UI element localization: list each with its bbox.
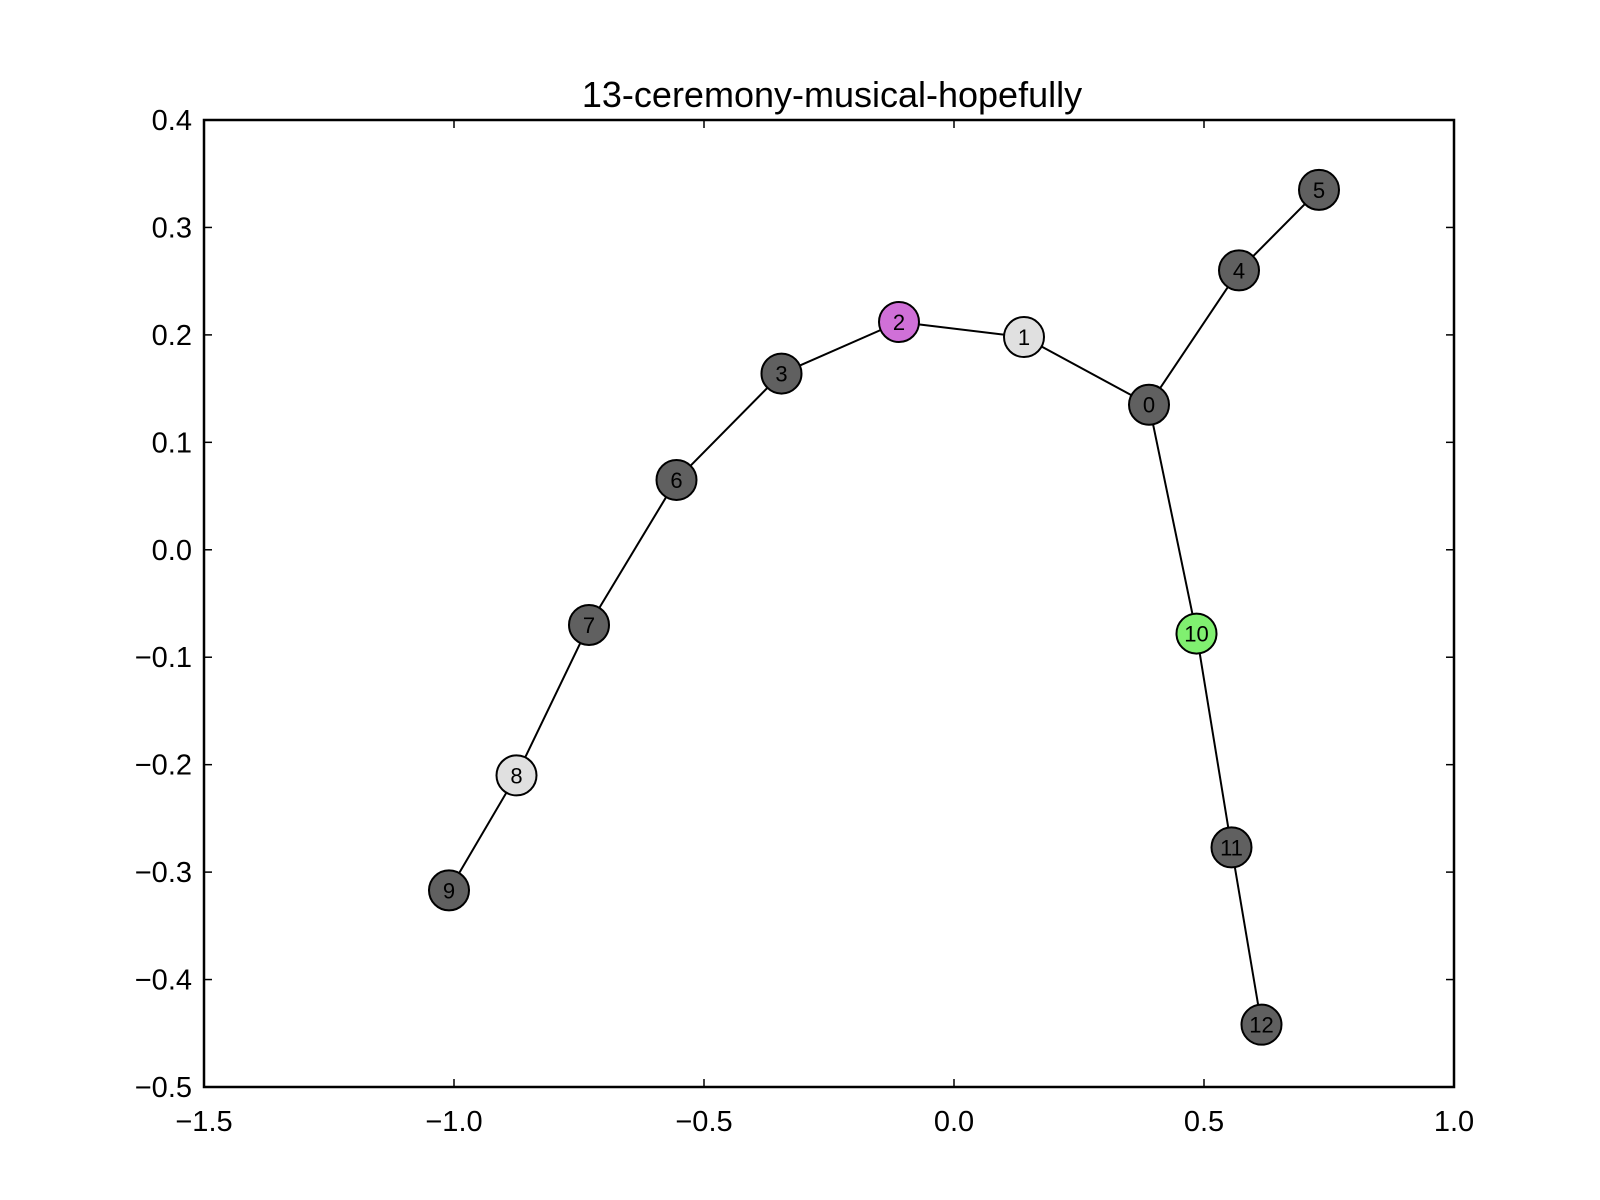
y-tick-label: −0.2 — [135, 750, 192, 782]
node-marker — [1240, 1003, 1283, 1046]
graph-edge-9-8 — [448, 774, 518, 891]
y-tick-label: −0.3 — [135, 857, 192, 889]
node-label: 1 — [1018, 325, 1030, 350]
x-tick-label: −1.5 — [175, 1106, 232, 1138]
node-marker — [760, 352, 803, 395]
node-label: 5 — [1313, 178, 1325, 203]
node-marker — [1128, 383, 1170, 426]
node-label: 2 — [893, 310, 905, 335]
graph-edge-8-7 — [515, 624, 590, 776]
graph-node-12: 12 — [1240, 1003, 1283, 1046]
graph-edge-0-10 — [1148, 404, 1198, 634]
node-marker — [1210, 826, 1253, 869]
y-tick-label: −0.1 — [135, 642, 192, 674]
graph-edge-3-2 — [781, 321, 900, 375]
y-tick-label: 0.0 — [152, 535, 192, 567]
node-marker — [495, 754, 538, 797]
node-marker — [1003, 316, 1045, 359]
axis-ticks: −1.5 −1.0 −0.5 0.0 0.5 1.0 −0.5 −0.4 −0.3 −0.2 −0.… — [135, 105, 1474, 1138]
x-tick-label: −0.5 — [675, 1106, 732, 1138]
node-marker — [1175, 612, 1218, 655]
node-marker — [428, 869, 470, 912]
y-tick-label: 0.3 — [152, 212, 192, 244]
graph-node-7: 7 — [568, 603, 610, 646]
graph-node-0: 0 — [1128, 383, 1170, 426]
y-tick-label: 0.4 — [152, 105, 192, 137]
node-marker — [1218, 249, 1260, 292]
graph-edge-6-3 — [675, 372, 783, 481]
node-label: 4 — [1233, 258, 1245, 283]
node-label: 9 — [443, 878, 455, 903]
graph-edge-7-6 — [588, 479, 678, 626]
graph-node-6: 6 — [655, 458, 698, 501]
node-marker — [655, 458, 698, 501]
x-tick-label: 1.0 — [1434, 1106, 1474, 1138]
graph-node-8: 8 — [495, 754, 538, 797]
graph-node-11: 11 — [1210, 826, 1253, 869]
y-tick-label: 0.2 — [152, 320, 192, 352]
x-tick-label: 0.0 — [934, 1106, 974, 1138]
node-label: 10 — [1184, 622, 1208, 647]
node-label: 8 — [510, 763, 522, 788]
y-tick-label: −0.5 — [135, 1072, 192, 1104]
graph-edge-0-4 — [1148, 269, 1240, 406]
node-marker — [568, 603, 610, 646]
node-marker — [1298, 168, 1340, 211]
graph-node-4: 4 — [1218, 249, 1260, 292]
node-label: 11 — [1220, 835, 1243, 860]
graph-node-1: 1 — [1003, 316, 1045, 359]
y-tick-label: 0.1 — [152, 427, 192, 459]
graph-node-3: 3 — [760, 352, 803, 395]
node-label: 12 — [1249, 1013, 1273, 1038]
graph-node-9: 9 — [428, 869, 470, 912]
y-tick-label: −0.4 — [135, 965, 192, 997]
graph-node-2: 2 — [878, 300, 920, 343]
graph-node-10: 10 — [1175, 612, 1218, 655]
node-label: 7 — [583, 613, 595, 638]
x-tick-label: 0.5 — [1184, 1106, 1224, 1138]
node-label: 6 — [670, 468, 682, 493]
x-tick-label: −1.0 — [425, 1106, 482, 1138]
graph-node-5: 5 — [1298, 168, 1340, 211]
graph-edge-1-0 — [1023, 336, 1150, 406]
node-label: 3 — [775, 362, 787, 387]
graph-edge-10-11 — [1195, 633, 1233, 848]
chart-title: 13-ceremony-musical-hopefully — [582, 74, 1082, 115]
axes-frame — [202, 118, 1456, 1089]
node-marker — [878, 300, 920, 343]
node-label: 0 — [1143, 393, 1155, 418]
graph-edge-11-12 — [1230, 847, 1263, 1025]
